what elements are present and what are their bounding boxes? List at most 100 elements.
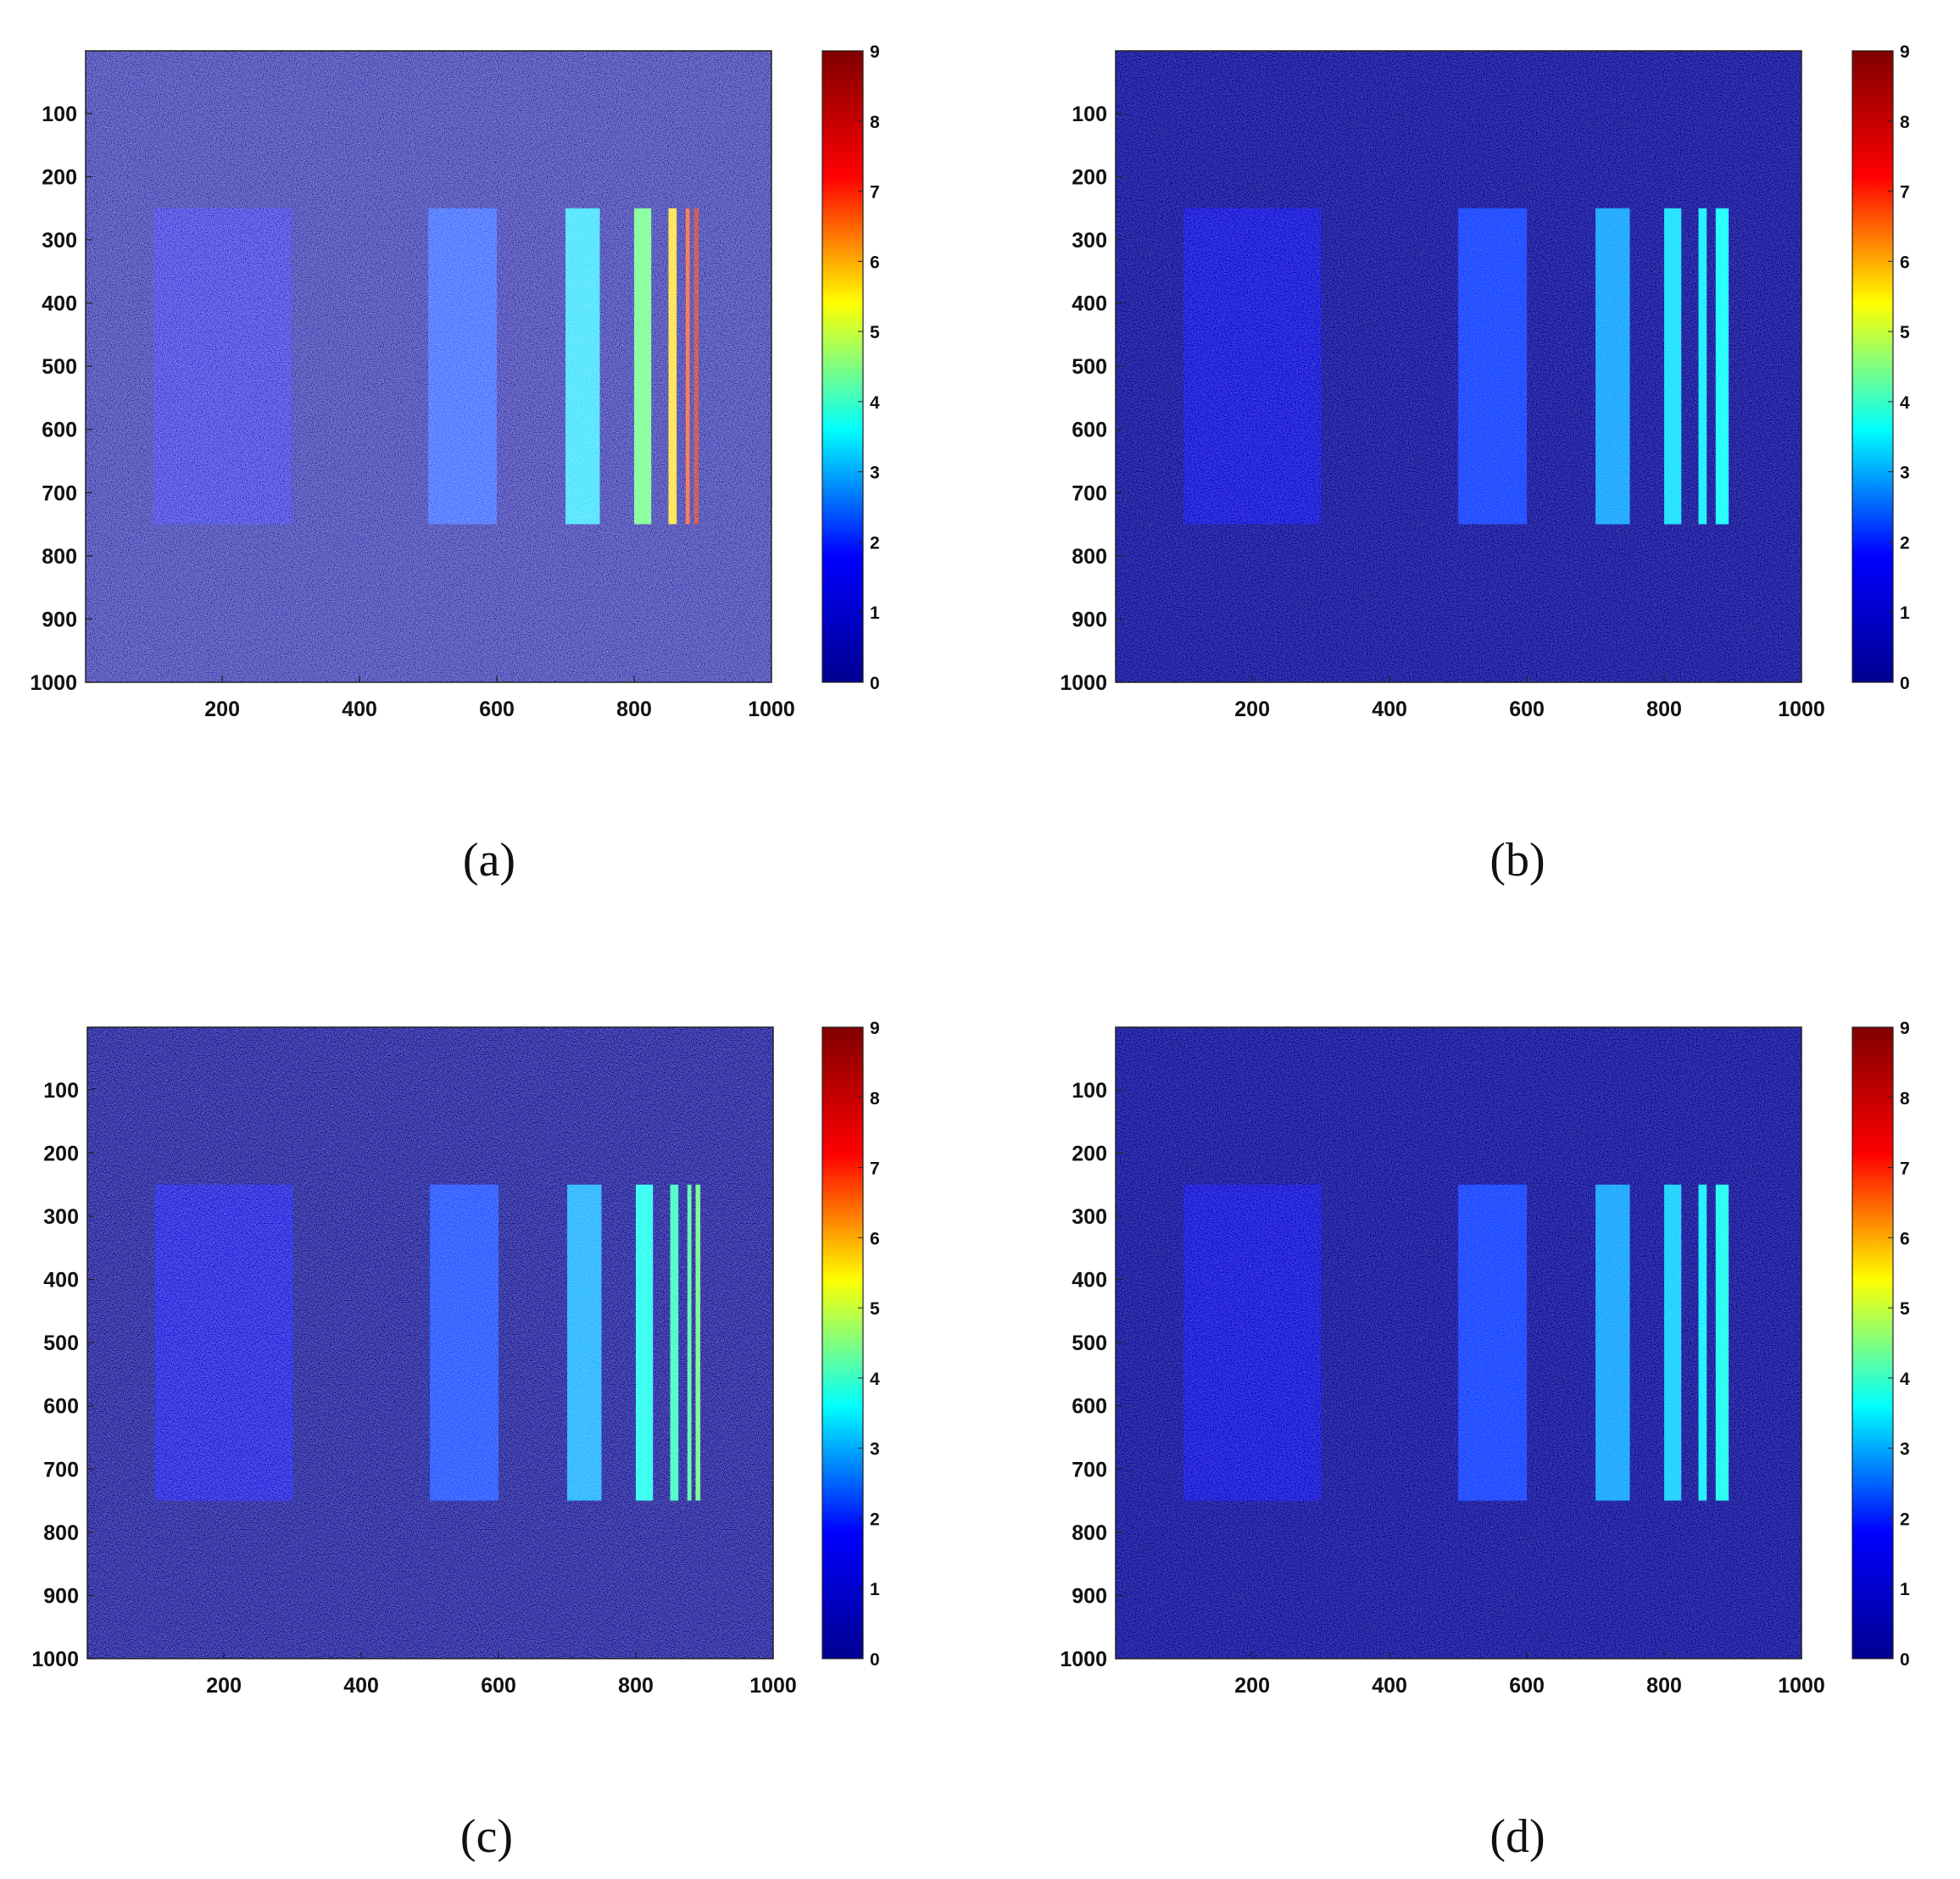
- y-tick-label: 100: [42, 103, 77, 126]
- heatmap-region-6: [1715, 208, 1729, 525]
- x-tick-label: 800: [616, 698, 652, 721]
- colorbar-tick-label: 4: [870, 1370, 880, 1389]
- colorbar-tick-label: 8: [1900, 113, 1910, 132]
- y-tick-label: 500: [43, 1331, 79, 1355]
- panel-label: (d): [1489, 1810, 1545, 1863]
- y-tick-label: 800: [43, 1521, 79, 1545]
- y-tick-label: 200: [1072, 1142, 1107, 1165]
- colorbar-tick-label: 7: [1900, 183, 1910, 203]
- x-tick-label: 400: [342, 698, 377, 721]
- colorbar-tick-label: 2: [870, 1509, 880, 1529]
- colorbar-tick-label: 2: [1900, 1509, 1910, 1529]
- x-tick-label: 400: [1372, 1674, 1407, 1698]
- colorbar-tick-label: 2: [1900, 533, 1910, 553]
- heatmap-region-5: [1698, 1184, 1707, 1501]
- y-tick-label: 600: [1072, 1395, 1107, 1419]
- y-tick-label: 1000: [30, 671, 77, 695]
- heatmap-region-1: [153, 208, 292, 525]
- colorbar-tick-label: 4: [870, 393, 880, 413]
- y-tick-label: 100: [43, 1079, 79, 1103]
- y-tick-label: 800: [1072, 545, 1107, 569]
- y-tick-label: 800: [42, 545, 77, 569]
- y-tick-label: 100: [1072, 1079, 1107, 1103]
- heatmap-image: [86, 51, 771, 682]
- y-tick-label: 200: [1072, 165, 1107, 189]
- y-tick-label: 400: [43, 1269, 79, 1293]
- colorbar-tick-label: 1: [870, 1580, 880, 1599]
- x-tick-label: 1000: [1778, 698, 1825, 721]
- heatmap-region-3: [567, 1184, 602, 1501]
- x-tick-label: 800: [618, 1674, 654, 1698]
- panel-label: (b): [1489, 834, 1545, 887]
- panel-label: (a): [463, 834, 515, 887]
- colorbar: 0 1 2 3 4 5 6 7 8 9: [821, 1019, 880, 1670]
- y-tick-label: 300: [1072, 1205, 1107, 1229]
- colorbar-tick-label: 1: [1900, 603, 1910, 623]
- y-tick-label: 400: [1072, 1269, 1107, 1293]
- heatmap-region-4: [1664, 1184, 1682, 1501]
- heatmap-region-5: [1698, 208, 1707, 525]
- colorbar-tick-label: 0: [1900, 674, 1910, 693]
- x-tick-label: 600: [481, 1674, 516, 1698]
- y-tick-label: 700: [1072, 1458, 1107, 1482]
- y-tick-label: 900: [1072, 608, 1107, 631]
- x-tick-label: 1000: [748, 698, 795, 721]
- x-tick-label: 600: [479, 698, 515, 721]
- colorbar-tick-label: 1: [1900, 1580, 1910, 1599]
- colorbar-tick-label: 4: [1900, 393, 1910, 413]
- colorbar-tick-label: 0: [870, 674, 880, 693]
- colorbar-tick-label: 5: [1900, 323, 1910, 342]
- heatmap-region-7: [693, 208, 699, 525]
- x-tick-label: 200: [206, 1674, 242, 1698]
- colorbar-gradient: [821, 1026, 864, 1659]
- colorbar-tick-label: 9: [870, 1019, 880, 1038]
- colorbar-gradient: [821, 50, 864, 683]
- heatmap-image: [87, 1027, 773, 1659]
- heatmap-region-3: [565, 208, 600, 525]
- y-tick-label: 300: [1072, 229, 1107, 253]
- x-tick-label: 600: [1509, 1674, 1545, 1698]
- heatmap-region-4: [1664, 208, 1682, 525]
- colorbar-gradient: [1851, 50, 1894, 683]
- y-tick-label: 600: [43, 1395, 79, 1419]
- heatmap-image: [1116, 1027, 1801, 1659]
- colorbar-tick-label: 9: [1900, 42, 1910, 62]
- y-tick-label: 500: [1072, 355, 1107, 379]
- panel-label: (c): [460, 1810, 513, 1863]
- colorbar-tick-label: 8: [1900, 1089, 1910, 1109]
- heatmap-region-6: [685, 208, 690, 525]
- colorbar-tick-label: 8: [870, 113, 880, 132]
- colorbar-tick-label: 8: [870, 1089, 880, 1109]
- colorbar-tick-label: 7: [870, 1159, 880, 1179]
- y-tick-label: 400: [1072, 292, 1107, 316]
- y-tick-label: 1000: [1060, 671, 1107, 695]
- colorbar-tick-label: 9: [870, 42, 880, 62]
- y-tick-label: 700: [1072, 481, 1107, 505]
- colorbar-tick-label: 3: [870, 464, 880, 483]
- colorbar-tick-label: 5: [870, 323, 880, 342]
- y-tick-label: 200: [43, 1142, 79, 1165]
- y-tick-label: 100: [1072, 103, 1107, 126]
- y-tick-label: 300: [42, 229, 77, 253]
- colorbar: 0 1 2 3 4 5 6 7 8 9: [821, 42, 880, 693]
- colorbar-tick-label: 4: [1900, 1370, 1910, 1389]
- y-tick-label: 800: [1072, 1521, 1107, 1545]
- y-tick-label: 200: [42, 165, 77, 189]
- heatmap-region-6: [687, 1184, 692, 1501]
- y-tick-label: 900: [1072, 1584, 1107, 1608]
- heatmap-region-1: [1183, 208, 1322, 525]
- colorbar-tick-label: 6: [870, 1229, 880, 1248]
- heatmap-region-5: [668, 208, 677, 525]
- colorbar-tick-label: 7: [1900, 1159, 1910, 1179]
- y-tick-label: 500: [1072, 1331, 1107, 1355]
- colorbar-tick-label: 0: [870, 1650, 880, 1670]
- colorbar-tick-label: 3: [1900, 464, 1910, 483]
- heatmap-region-7: [695, 1184, 701, 1501]
- colorbar-tick-label: 3: [870, 1440, 880, 1459]
- heatmap-region-2: [428, 208, 498, 525]
- x-tick-label: 800: [1646, 1674, 1682, 1698]
